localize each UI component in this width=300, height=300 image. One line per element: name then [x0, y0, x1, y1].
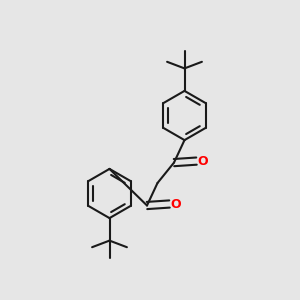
Text: O: O	[198, 154, 208, 168]
Text: O: O	[171, 197, 182, 211]
